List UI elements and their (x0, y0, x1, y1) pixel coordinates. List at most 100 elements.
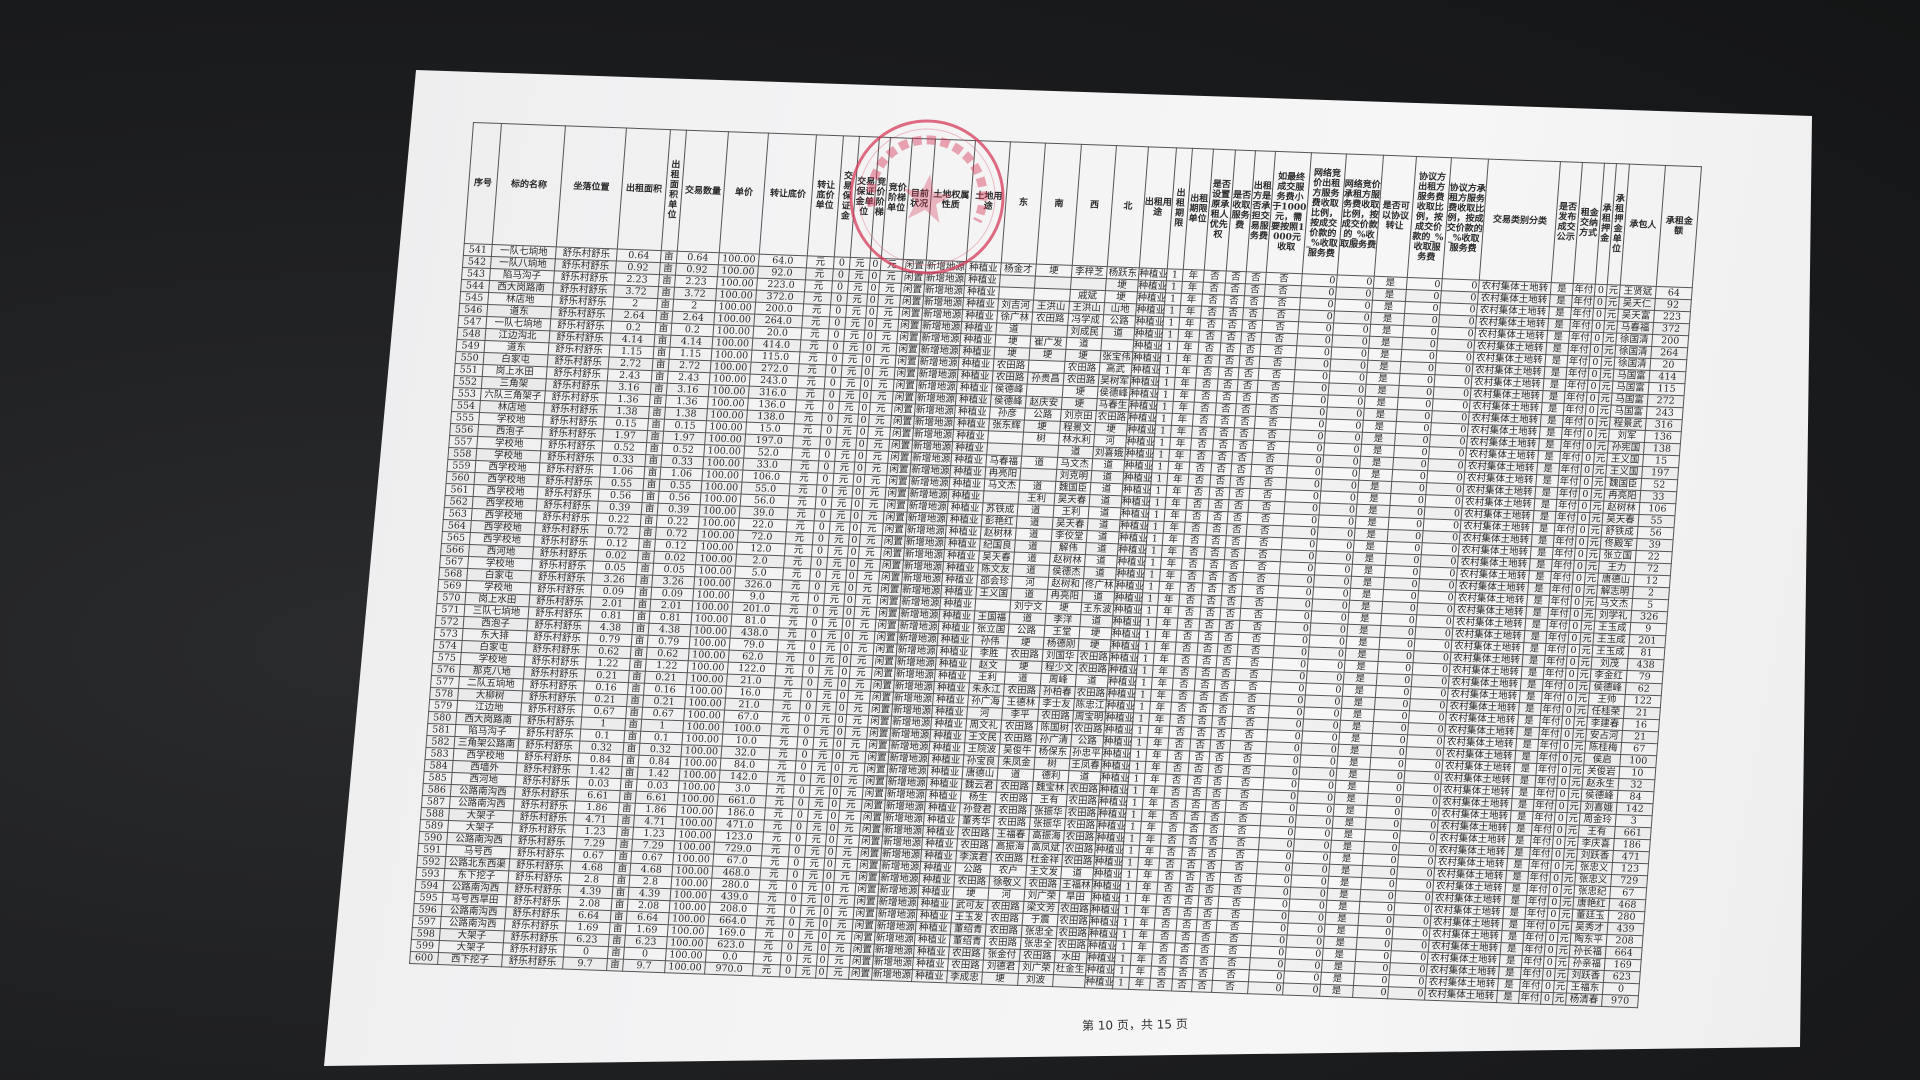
table-cell: 种植业 (937, 633, 973, 647)
table-cell: 0 (780, 952, 798, 966)
table-cell: 种植业 (951, 441, 988, 455)
table-cell: 970.0 (704, 962, 754, 976)
table-cell: 否 (1204, 811, 1226, 825)
table-cell: 元 (799, 339, 828, 353)
table-cell: 种植业 (955, 393, 992, 407)
table-cell: 0 (1557, 764, 1571, 777)
table-cell: 闲置 (883, 511, 908, 525)
table-cell: 王义国 (1606, 453, 1644, 467)
table-cell: 种植业 (1107, 675, 1138, 689)
table-cell: 是 (1497, 978, 1521, 992)
table-cell: 1 (1156, 400, 1174, 414)
table-cell: 侯德峰 (1097, 386, 1131, 400)
table-cell: 元 (1564, 836, 1579, 850)
table-cell: 0 (1544, 944, 1558, 957)
table-cell: 100.00 (671, 864, 713, 879)
table-cell: 0 (1566, 656, 1579, 669)
table-cell: 年 (1145, 749, 1168, 763)
table-cell: 1 (1149, 484, 1167, 498)
table-cell: 年 (1176, 341, 1199, 355)
table-cell: 徐国清 (1613, 357, 1651, 371)
table-cell: 元 (823, 593, 845, 607)
table-cell: 程景武 (1609, 417, 1647, 431)
table-cell: 种植业 (915, 921, 952, 935)
table-cell: 否 (1173, 954, 1195, 968)
table-cell: 100.00 (685, 684, 727, 699)
table-cell: 年付 (1531, 823, 1555, 837)
table-cell: 王福林 (1059, 878, 1093, 892)
table-cell: 100.00 (681, 732, 723, 747)
table-cell: 1 (1145, 544, 1163, 558)
table-cell: 农田路 (1019, 949, 1056, 963)
table-cell: 刘跃香 (1567, 969, 1605, 983)
table-cell: 9.7 (562, 957, 608, 971)
table-cell: 元 (828, 533, 850, 547)
table-cell: 是 (1550, 282, 1574, 296)
table-cell: 1 (1115, 940, 1133, 954)
table-cell: 否 (1217, 631, 1239, 645)
table-cell: 是 (1509, 822, 1533, 836)
table-cell: 亩 (652, 358, 670, 372)
table-cell: 是 (1546, 330, 1570, 344)
table-cell: 元 (860, 522, 884, 536)
table-cell: 新增地源 (892, 692, 934, 706)
table-cell: 年 (1179, 305, 1202, 319)
table-cell: 种植业 (934, 669, 971, 683)
table-cell: 100.00 (690, 612, 732, 627)
table-cell: 吴天仁 (1618, 297, 1656, 311)
table-cell: 否 (1233, 427, 1255, 441)
table-cell: 否 (1220, 595, 1242, 609)
table-cell: 0 (832, 268, 850, 282)
table-cell: 种植业 (1096, 819, 1127, 833)
table-cell: 种植业 (917, 885, 954, 899)
table-cell: 元 (808, 797, 830, 811)
table-cell: 1 (1128, 772, 1145, 786)
table-cell: 0 (811, 544, 829, 558)
table-cell: 560 (446, 471, 475, 485)
table-cell: 100.00 (686, 672, 728, 687)
table-cell: 吴天春 (1054, 493, 1090, 507)
table-cell: 元 (779, 603, 808, 617)
table-cell: 种植业 (1098, 795, 1129, 809)
table-cell: 1 (1146, 532, 1164, 546)
table-cell: 种植业 (959, 333, 996, 347)
table-cell: 种植业 (924, 801, 961, 815)
table-cell: 元 (1553, 980, 1568, 994)
table-cell: 新增地源 (871, 968, 913, 982)
table-cell: 高振海 (991, 840, 1029, 854)
table-cell: 否 (1199, 606, 1221, 620)
table-cell: 否 (1204, 546, 1226, 560)
table-cell: 元 (780, 591, 809, 605)
table-cell: 元 (869, 402, 893, 416)
table-cell: 是 (1521, 666, 1545, 680)
table-cell: 元 (843, 329, 865, 343)
table-cell: 元 (837, 413, 859, 427)
table-cell: 571 (435, 603, 465, 617)
table-cell: 否 (1208, 498, 1229, 512)
table-cell: 100.00 (672, 852, 714, 867)
table-cell: 100.00 (702, 456, 744, 471)
table-cell: 0 (821, 412, 839, 426)
table-cell: 否 (1203, 270, 1227, 283)
table-cell: 是 (1535, 474, 1559, 488)
table-cell: 元 (841, 774, 865, 788)
table-cell: 闲置 (855, 871, 880, 885)
table-cell: 是 (1319, 984, 1354, 998)
table-cell: 种植业 (1129, 387, 1160, 401)
table-cell: 元 (764, 807, 793, 821)
table-cell: 0 (1577, 512, 1590, 525)
table-cell: 张立国 (972, 622, 1009, 637)
table-cell: 安占河 (1585, 729, 1623, 743)
table-cell: 元 (802, 869, 824, 883)
table-cell: 农田路 (994, 804, 1032, 818)
table-cell: 1 (1165, 280, 1183, 294)
table-cell: 否 (1211, 980, 1249, 994)
table-cell: 刘德君 (982, 960, 1020, 974)
table-cell: 是 (1501, 930, 1525, 944)
table-cell: 是 (1532, 522, 1556, 536)
table-cell: 元 (775, 663, 804, 677)
table-cell: 元 (1599, 380, 1613, 394)
table-cell: 1 (1153, 436, 1171, 450)
land-lease-table-sheet: 序号 标的名称 坐落位置 出租面积 出租面积单位 交易数量 单价 转让底价 转让底价单位 交易保证… (409, 122, 1702, 1008)
table-cell: 元 (849, 257, 871, 271)
